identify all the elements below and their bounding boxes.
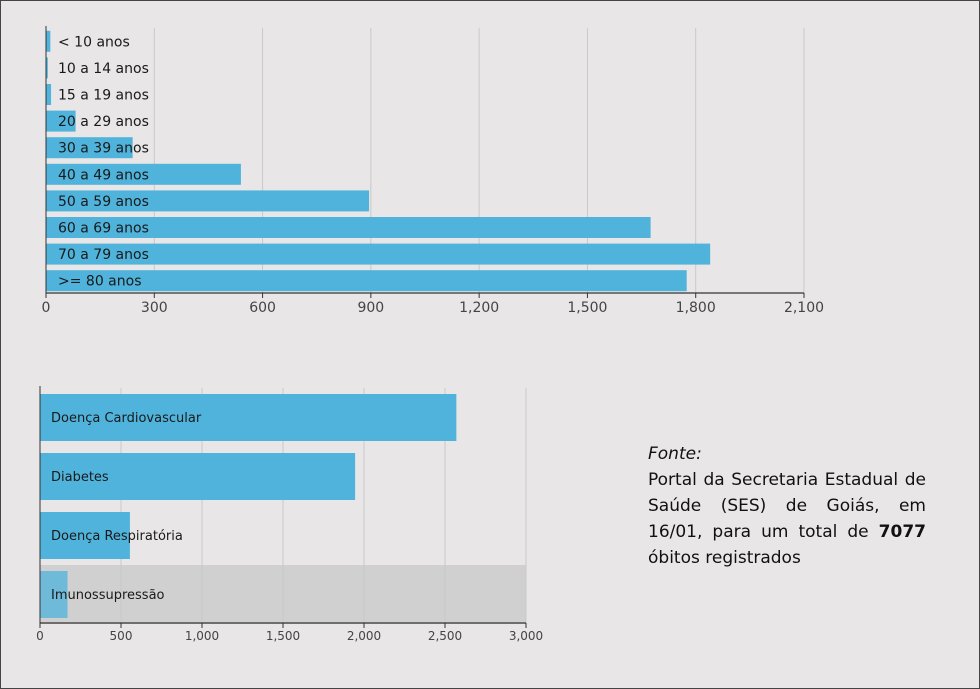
total-deaths: 7077: [878, 522, 926, 542]
x-tick-label: 900: [357, 300, 384, 316]
x-tick-label: 1,800: [676, 300, 716, 316]
x-tick-label: 2,100: [784, 300, 824, 316]
category-label: Diabetes: [51, 470, 109, 485]
x-tick-label: 2,500: [428, 629, 462, 643]
category-label: 50 a 59 anos: [58, 194, 149, 210]
x-tick-label: 600: [249, 300, 276, 316]
x-tick-label: 300: [141, 300, 168, 316]
category-label: < 10 anos: [58, 34, 130, 50]
source-text-end: óbitos registrados: [648, 548, 801, 568]
bar: [40, 453, 356, 500]
category-label: 30 a 39 anos: [58, 141, 149, 157]
x-tick-label: 1,000: [185, 629, 219, 643]
bar: [40, 512, 130, 559]
bar: [46, 217, 651, 238]
x-tick-label: 0: [42, 300, 51, 316]
category-label: 15 a 19 anos: [58, 88, 149, 104]
category-label: 20 a 29 anos: [58, 114, 149, 130]
x-tick-label: 500: [110, 629, 133, 643]
bar: [46, 163, 241, 185]
category-label: 60 a 69 anos: [58, 221, 149, 237]
x-tick-label: 2,000: [347, 629, 381, 643]
x-tick-label: 1,500: [567, 300, 607, 316]
category-label: >= 80 anos: [58, 274, 142, 290]
source-text: Portal da Secretaria Estadual de Saúde (…: [648, 470, 926, 542]
source-note: Fonte: Portal da Secretaria Estadual de …: [648, 441, 926, 571]
bar: [46, 57, 48, 79]
bar: [46, 190, 370, 212]
bar: [40, 394, 457, 441]
category-label: Doença Respiratória: [51, 529, 183, 544]
x-tick-label: 1,500: [266, 629, 300, 643]
bar: [46, 110, 76, 132]
age-deaths-bar-chart: < 10 anos 10 a 14 anos 15 a 19 anos 20 a 29…: [42, 26, 824, 316]
category-label: 70 a 79 anos: [58, 247, 149, 263]
category-label: 10 a 14 anos: [58, 61, 149, 77]
bar: [40, 571, 68, 618]
x-tick-label: 1,200: [459, 300, 499, 316]
bar: [46, 84, 52, 105]
bar: [46, 137, 133, 159]
bar: [46, 30, 51, 52]
bar: [46, 243, 711, 265]
bar: [46, 270, 687, 292]
category-label: 40 a 49 anos: [58, 167, 149, 183]
category-label: Imunossupressão: [51, 588, 165, 603]
comorbidity-deaths-bar-chart: Doença Cardiovascular Diabetes Doença Resp…: [36, 386, 543, 643]
x-tick-label: 0: [36, 629, 44, 643]
source-label: Fonte:: [648, 444, 702, 464]
x-tick-label: 3,000: [509, 629, 543, 643]
category-label: Doença Cardiovascular: [51, 411, 202, 426]
